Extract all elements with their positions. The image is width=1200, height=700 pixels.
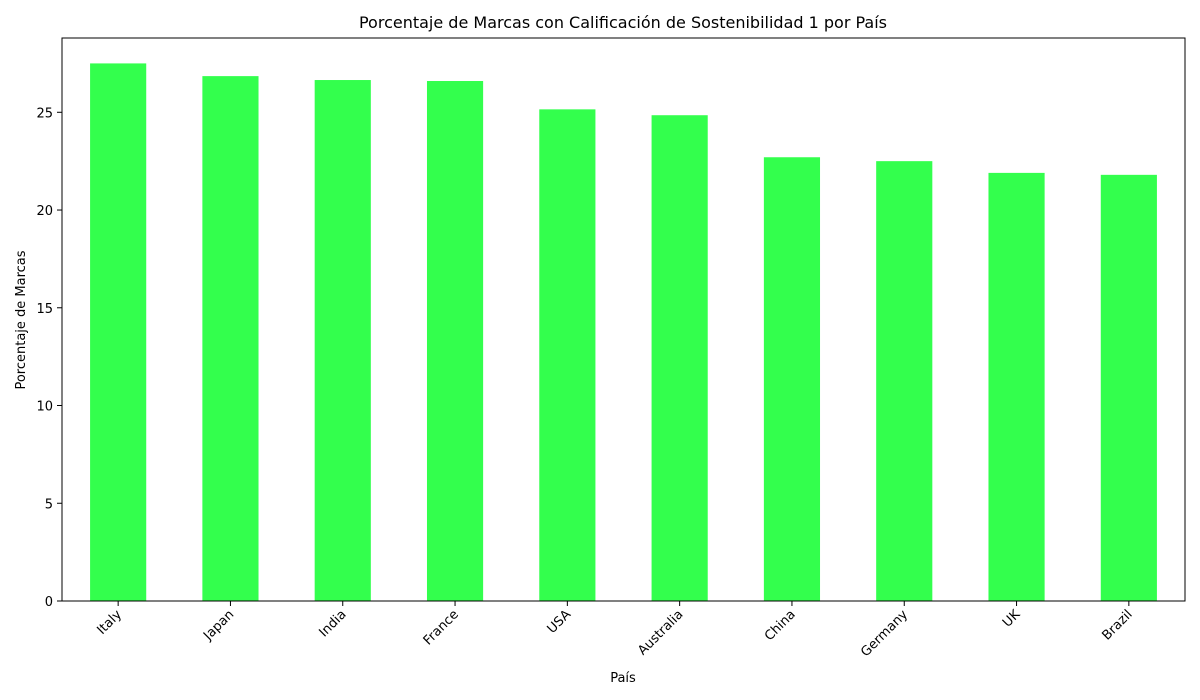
x-axis-label: País <box>610 671 636 686</box>
y-tick-label: 15 <box>36 302 53 317</box>
bar-brazil <box>1100 174 1157 601</box>
bars-group <box>90 63 1157 602</box>
x-tick-label: Germany <box>858 607 911 660</box>
bar-australia <box>651 115 708 601</box>
x-tick-label: India <box>316 607 349 640</box>
y-axis-label: Porcentaje de Marcas <box>14 250 29 389</box>
bar-uk <box>988 172 1045 601</box>
plot-frame <box>61 37 1186 602</box>
x-tick-label: Australia <box>635 607 686 658</box>
x-tick-label: France <box>421 607 462 648</box>
bar-france <box>426 81 484 601</box>
chart-title: Porcentaje de Marcas con Calificación de… <box>359 13 887 32</box>
x-axis-ticks: Italy Japan India France USA Australia China Ge… <box>94 601 1136 660</box>
x-tick-label: China <box>762 607 799 644</box>
y-tick-label: 10 <box>36 400 53 415</box>
bar-india <box>314 80 371 601</box>
y-tick-label: 25 <box>36 106 53 121</box>
x-tick-label: Brazil <box>1099 607 1135 643</box>
y-axis-ticks: 0 5 10 15 20 25 <box>36 106 62 610</box>
bar-usa <box>539 109 596 602</box>
x-tick-label: Italy <box>94 607 125 638</box>
y-tick-label: 0 <box>45 595 53 610</box>
bar-germany <box>876 161 933 601</box>
y-tick-label: 5 <box>45 497 53 512</box>
bar-italy <box>90 63 147 601</box>
y-tick-label: 20 <box>36 204 53 219</box>
bar-japan <box>202 76 259 601</box>
x-tick-label: UK <box>1000 607 1024 631</box>
x-tick-label: USA <box>545 607 575 637</box>
bar-china <box>763 157 821 601</box>
x-tick-label: Japan <box>200 607 237 644</box>
